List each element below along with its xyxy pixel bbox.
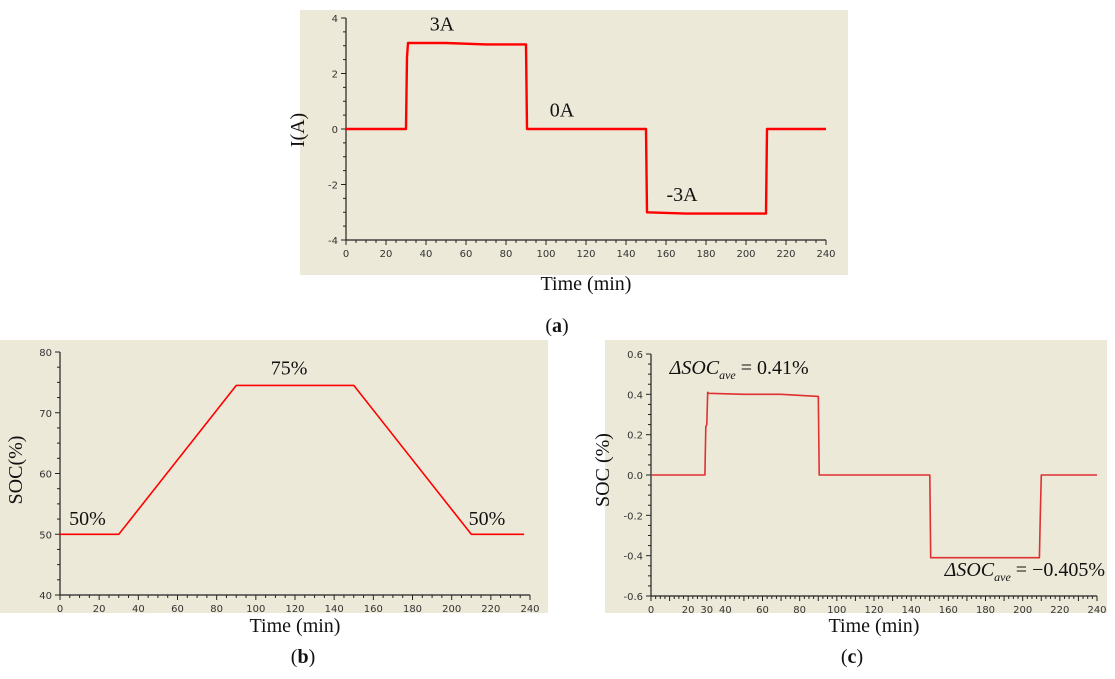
x-tick-label: 220 [776,249,795,260]
y-tick-label: -0.2 [623,511,643,522]
x-tick-label: 160 [939,605,958,616]
plot-background [605,340,1107,613]
x-tick-label: 180 [976,605,995,616]
x-axis-label: Time (min) [541,273,632,295]
annotation: 3A [430,13,455,35]
x-tick-label: 160 [656,249,675,260]
x-tick-label: 180 [403,604,422,615]
y-axis-label: SOC(%) [5,436,27,505]
x-tick-label: 200 [1013,605,1032,616]
y-tick-label: 0.6 [627,350,643,361]
y-tick-label: 60 [39,470,52,481]
x-tick-label: 20 [380,249,393,260]
chart-a: 0 20 40 60 80 100 120 140 160 180 200 220 240420-2-4… [287,10,848,337]
x-tick-label: 100 [536,249,555,260]
x-tick-label: 0 [648,605,654,616]
y-tick-label: 70 [39,409,52,420]
x-tick-label: 0 [343,249,349,260]
x-tick-label: 80 [210,604,223,615]
y-tick-label: 0.2 [627,431,643,442]
series-line [346,41,826,215]
x-tick-label: 40 [719,605,732,616]
y-tick-label: -0.4 [623,552,643,563]
y-tick-label: 80 [39,348,52,359]
x-tick-label: 140 [325,604,344,615]
x-tick-label: 0 [57,604,63,615]
x-tick-label: 60 [460,249,473,260]
chart-c: 0 20 30 40 60 80 100 120 140 160 180 200 220 240 0.6 0.… [592,340,1107,668]
x-tick-label: 140 [902,605,921,616]
annotation: 50% [469,508,506,530]
plot-background [0,340,548,613]
x-tick-label: 20 [682,605,695,616]
chart-b: 0 20 40 60 80 100 120 140 160 180 200 220 240 80 70 60 5… [0,340,548,668]
x-tick-label: 200 [736,249,755,260]
y-tick-label: -4 [328,236,338,247]
annotation-symbol: ΔSOC [669,357,720,379]
annotation: ΔSOCave = −0.405% [944,559,1105,584]
annotation-subscript: ave [719,368,736,382]
y-tick-label: 50 [39,530,52,541]
y-tick-label: 4 [332,14,338,25]
x-tick-label: 120 [864,605,883,616]
plot-background [300,10,848,275]
x-tick-label: 240 [1087,605,1106,616]
y-axis-label: I(A) [287,113,309,147]
y-tick-label: 0.4 [627,390,643,401]
x-tick-label: 80 [500,249,513,260]
y-tick-label: 0.0 [627,471,643,482]
panel-label: (a) [545,315,568,337]
x-tick-label: 220 [481,604,500,615]
x-axis-label: Time (min) [829,615,920,637]
x-tick-label: 140 [616,249,635,260]
y-tick-label: 0 [332,125,338,136]
annotation: 75% [271,357,308,379]
y-axis-label: SOC (%) [592,433,614,507]
x-axis-label: Time (min) [250,615,341,637]
x-tick-label: 100 [246,604,265,615]
annotation: 0A [550,100,575,122]
y-tick-label: -0.6 [623,592,643,603]
panel-label: (b) [291,646,315,668]
x-tick-label: 60 [756,605,769,616]
annotation: 50% [69,508,106,530]
x-tick-label: 40 [132,604,145,615]
x-tick-label: 220 [1050,605,1069,616]
annotation: ΔSOCave = 0.41% [669,357,809,382]
x-tick-label: 30 [700,605,713,616]
x-tick-label: 240 [520,604,539,615]
x-tick-label: 160 [364,604,383,615]
x-tick-label: 120 [576,249,595,260]
y-tick-label: -2 [328,181,338,192]
x-tick-label: 40 [420,249,433,260]
series-line [651,391,1097,559]
x-tick-label: 180 [696,249,715,260]
panel-label: (c) [841,646,863,668]
y-tick-label: 2 [332,70,338,81]
annotation-value: = −0.405% [1011,559,1105,581]
x-tick-label: 80 [793,605,806,616]
series-line [60,384,525,536]
y-tick-label: 40 [39,591,52,602]
x-tick-label: 20 [93,604,106,615]
annotation-symbol: ΔSOC [944,559,995,581]
x-tick-label: 100 [827,605,846,616]
annotation-value: = 0.41% [736,357,809,379]
x-tick-label: 120 [285,604,304,615]
annotation: -3A [666,184,698,206]
x-tick-label: 200 [442,604,461,615]
x-tick-label: 240 [816,249,835,260]
x-tick-label: 60 [171,604,184,615]
annotation-subscript: ave [994,570,1011,584]
